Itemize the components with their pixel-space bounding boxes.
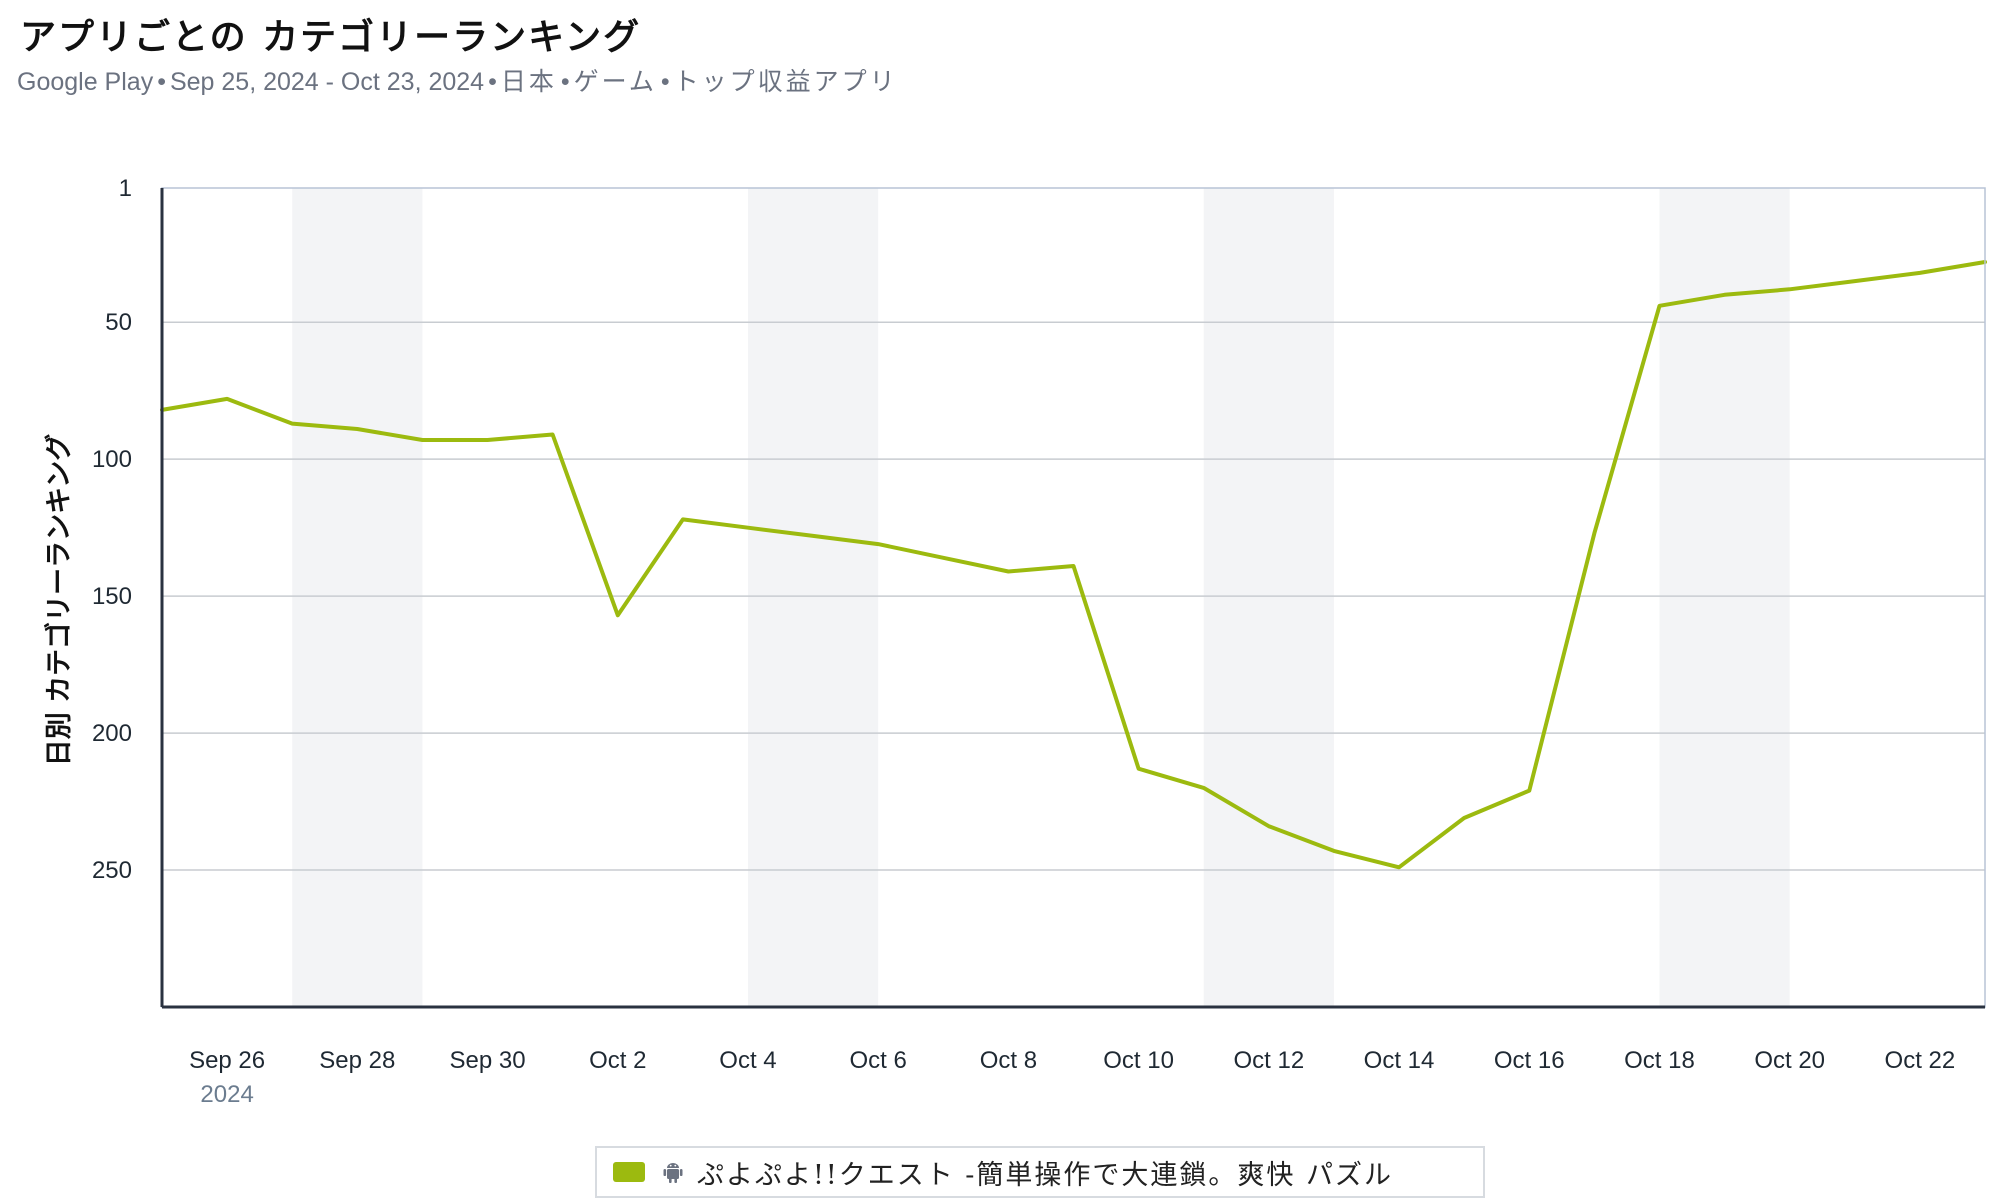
legend-app-name: ぷよぷよ!!クエスト -簡単操作で大連鎖。爽快 パズル xyxy=(697,1159,1393,1191)
x-tick-label: Oct 6 xyxy=(849,1047,906,1074)
x-tick-label: Oct 16 xyxy=(1494,1047,1565,1074)
weekend-band xyxy=(1203,188,1334,1007)
axes xyxy=(160,187,1986,1009)
weekend-band xyxy=(747,188,879,1007)
y-tick-label: 100 xyxy=(92,446,132,473)
category-name: ゲーム xyxy=(573,67,657,96)
x-tick-label: Sep 26 xyxy=(189,1047,265,1074)
x-tick-label: Oct 18 xyxy=(1624,1047,1695,1074)
y-tick-label: 1 xyxy=(119,175,132,202)
weekend-band xyxy=(1659,188,1790,1007)
x-tick-label: Oct 20 xyxy=(1754,1047,1825,1074)
x-tick-label: Oct 10 xyxy=(1103,1047,1174,1074)
chart-subtitle: Google Play • Sep 25, 2024 - Oct 23, 2024 •… xyxy=(17,62,898,98)
weekend-band xyxy=(292,188,423,1007)
separator-dot: • xyxy=(560,68,570,96)
x-tick-label: Oct 4 xyxy=(719,1047,776,1074)
weekend-bands xyxy=(292,188,1790,1007)
x-tick-label: Oct 12 xyxy=(1233,1047,1304,1074)
page-title: アプリごとの カテゴリーランキング xyxy=(20,16,642,58)
separator-dot: • xyxy=(660,68,670,96)
y-tick-label: 50 xyxy=(105,309,132,336)
x-tick-label: Oct 22 xyxy=(1885,1047,1956,1074)
x-year-label: 2024 xyxy=(200,1081,253,1108)
android-icon xyxy=(663,1161,683,1183)
y-tick-label: 150 xyxy=(92,583,132,610)
country-name: 日本 xyxy=(500,67,557,96)
x-axis-ticks: Sep 26 Sep 28 Sep 30 Oct 2 Oct 4 Oct 6 Oct 8 Oc… xyxy=(189,1047,1955,1108)
legend-swatch xyxy=(613,1162,645,1182)
x-tick-label: Oct 8 xyxy=(980,1047,1037,1074)
separator-dot: • xyxy=(488,68,497,96)
y-axis-label: 日別 カテゴリーランキング xyxy=(43,434,75,767)
gridlines xyxy=(162,321,1985,871)
chart-legend[interactable]: ぷよぷよ!!クエスト -簡単操作で大連鎖。爽快 パズル xyxy=(595,1146,1485,1198)
series-layer xyxy=(160,260,1987,870)
store-name: Google Play xyxy=(17,68,154,96)
separator-dot: • xyxy=(157,68,166,96)
y-tick-label: 200 xyxy=(92,720,132,747)
x-tick-label: Sep 30 xyxy=(449,1047,525,1074)
date-range: Sep 25, 2024 - Oct 23, 2024 xyxy=(169,68,485,96)
x-tick-label: Oct 14 xyxy=(1364,1047,1435,1074)
y-tick-label: 250 xyxy=(92,857,132,884)
x-tick-label: Oct 2 xyxy=(589,1047,646,1074)
x-tick-label: Sep 28 xyxy=(319,1047,395,1074)
series-line xyxy=(160,260,1987,870)
ranking-type: トップ収益アプリ xyxy=(673,67,898,96)
